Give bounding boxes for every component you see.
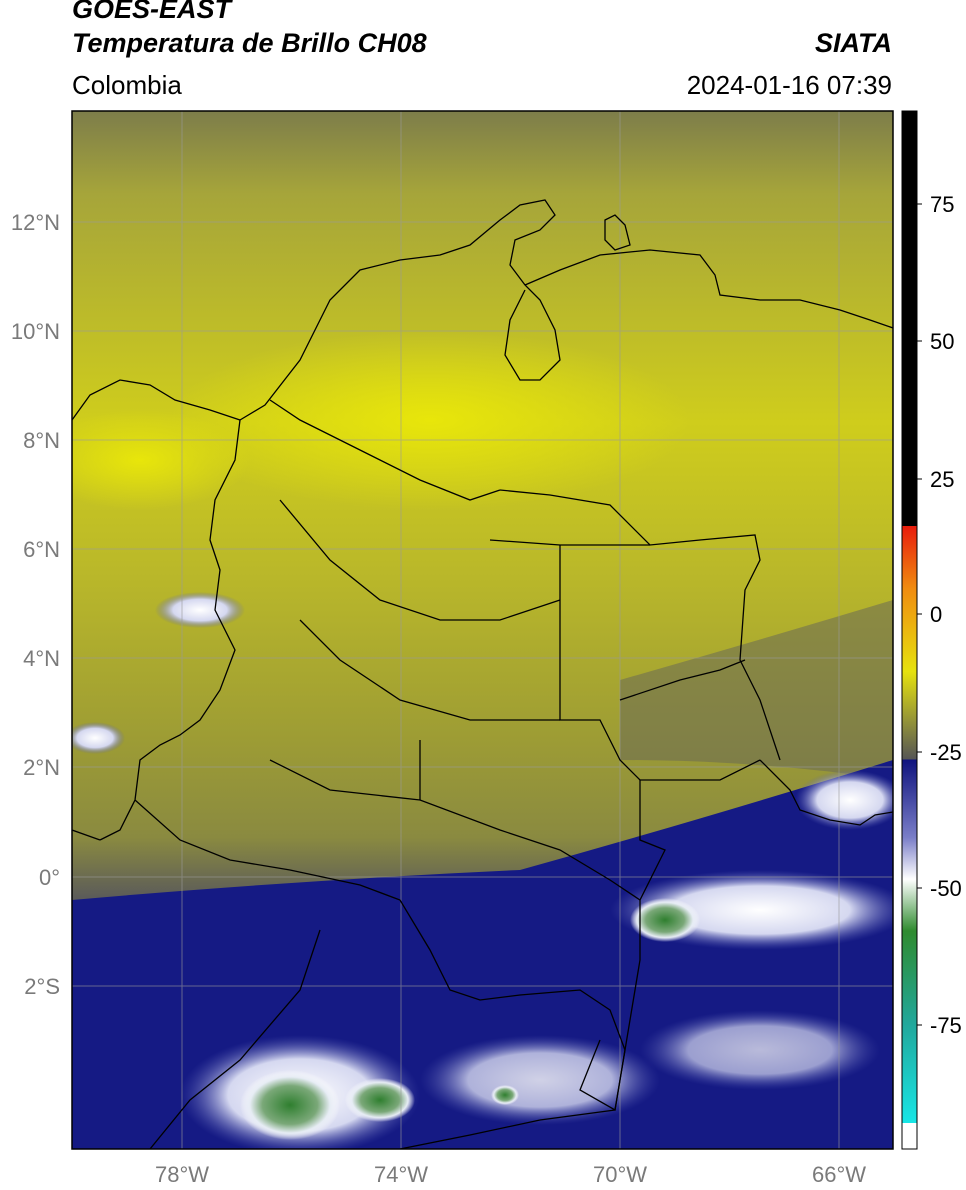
lat-label: 4°N <box>23 646 60 671</box>
brand-label: SIATA <box>815 28 892 58</box>
graticule <box>72 111 893 1149</box>
timestamp: 2024-01-16 07:39 <box>686 70 892 100</box>
colorbar-tick: 75 <box>930 192 954 217</box>
region-label: Colombia <box>72 70 182 100</box>
lat-label: 0° <box>39 865 60 890</box>
colorbar-tick: -75 <box>930 1013 962 1038</box>
colorbar-tick: 50 <box>930 329 954 354</box>
longitude-labels: 78°W 74°W 70°W 66°W <box>155 1162 866 1187</box>
lat-label: 6°N <box>23 537 60 562</box>
colorbar-tick: -25 <box>930 740 962 765</box>
lat-label: 8°N <box>23 428 60 453</box>
lat-label: 2°N <box>23 755 60 780</box>
title-product: Temperatura de Brillo CH08 <box>72 28 427 58</box>
lon-label: 78°W <box>155 1162 209 1187</box>
borders <box>72 199 893 1149</box>
lat-label: 10°N <box>11 319 60 344</box>
lon-label: 70°W <box>593 1162 647 1187</box>
lon-label: 74°W <box>374 1162 428 1187</box>
colorbar: 75 50 25 0 -25 -50 -75 <box>901 110 962 1150</box>
lat-label: 12°N <box>11 210 60 235</box>
colorbar-tick: 0 <box>930 602 942 627</box>
brightness-temperature-field <box>72 111 893 1149</box>
latitude-labels: 12°N 10°N 8°N 6°N 4°N 2°N 0° 2°S <box>11 210 60 999</box>
colorbar-tick: -50 <box>930 876 962 901</box>
colorbar-tick: 25 <box>930 467 954 492</box>
colorbar-scale <box>901 110 918 1150</box>
lat-label: 2°S <box>24 974 60 999</box>
title-satellite: GOES-EAST <box>72 0 232 24</box>
lon-label: 66°W <box>812 1162 866 1187</box>
